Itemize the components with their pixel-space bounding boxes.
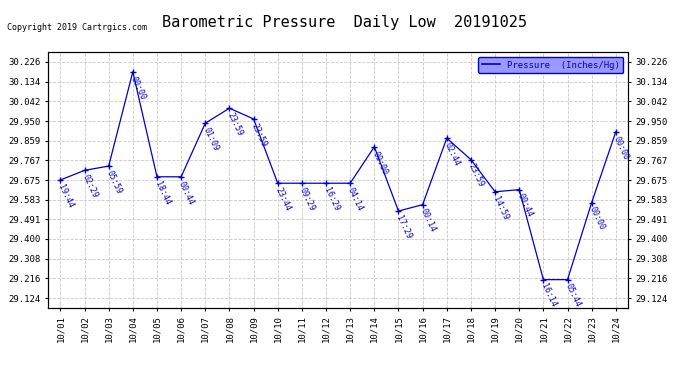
Text: 17:29: 17:29	[395, 214, 413, 240]
Text: 00:44: 00:44	[177, 180, 196, 206]
Text: 09:29: 09:29	[298, 186, 317, 213]
Text: 23:59: 23:59	[467, 162, 486, 189]
Text: 02:29: 02:29	[81, 173, 99, 200]
Text: 23:59: 23:59	[226, 111, 244, 138]
Text: 18:44: 18:44	[153, 180, 172, 206]
Text: 00:00: 00:00	[588, 205, 607, 232]
Text: 14:59: 14:59	[491, 195, 510, 221]
Text: 01:09: 01:09	[201, 126, 220, 153]
Text: Copyright 2019 Cartrgics.com: Copyright 2019 Cartrgics.com	[7, 22, 147, 32]
Text: 05:44: 05:44	[564, 282, 582, 309]
Text: 16:14: 16:14	[540, 282, 558, 309]
Text: 00:00: 00:00	[129, 75, 148, 101]
Text: 00:44: 00:44	[515, 192, 534, 219]
Text: 00:14: 00:14	[419, 207, 437, 234]
Text: 04:14: 04:14	[346, 186, 365, 213]
Text: 16:29: 16:29	[322, 186, 341, 213]
Text: 23:44: 23:44	[274, 186, 293, 213]
Text: 23:59: 23:59	[250, 122, 268, 148]
Text: Barometric Pressure  Daily Low  20191025: Barometric Pressure Daily Low 20191025	[163, 15, 527, 30]
Text: 00:00: 00:00	[371, 150, 389, 176]
Legend: Pressure  (Inches/Hg): Pressure (Inches/Hg)	[478, 57, 623, 73]
Text: 19:44: 19:44	[57, 183, 75, 209]
Text: 02:44: 02:44	[443, 141, 462, 168]
Text: 00:00: 00:00	[612, 135, 631, 161]
Text: 05:59: 05:59	[105, 169, 124, 195]
